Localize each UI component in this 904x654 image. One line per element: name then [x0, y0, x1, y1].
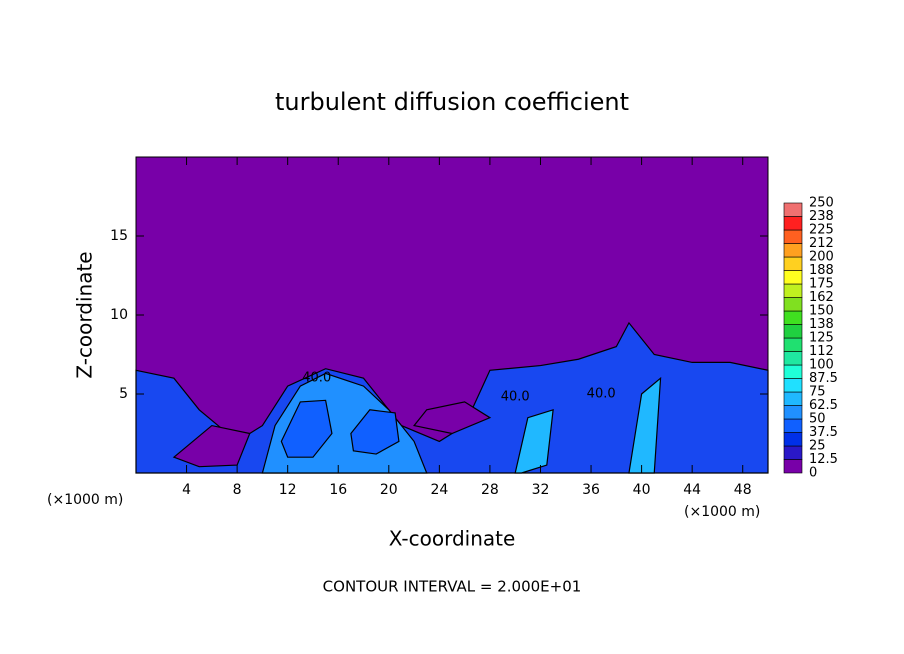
colorbar-swatch: [783, 270, 803, 285]
colorbar-label: 0: [809, 466, 817, 481]
x-tick-label: 40: [633, 482, 651, 498]
colorbar-label: 50: [809, 412, 826, 427]
colorbar-swatch: [783, 391, 803, 406]
y-tick-label: 15: [110, 228, 128, 244]
x-tick-label: 44: [683, 482, 701, 498]
chart-title: turbulent diffusion coefficient: [275, 88, 629, 116]
contour-label: 40.0: [587, 387, 616, 402]
colorbar-label: 162: [809, 290, 834, 305]
colorbar-label: 250: [809, 196, 834, 211]
colorbar-label: 62.5: [809, 398, 838, 413]
y-tick-label: 10: [110, 307, 128, 323]
colorbar-swatch: [783, 378, 803, 393]
x-tick-label: 4: [182, 482, 191, 498]
x-tick-label: 36: [582, 482, 600, 498]
contour-label: 40.0: [501, 390, 530, 405]
colorbar-swatch: [783, 418, 803, 433]
colorbar-label: 37.5: [809, 425, 838, 440]
colorbar-label: 225: [809, 223, 834, 238]
colorbar-label: 25: [809, 439, 826, 454]
y-tick-label: 5: [119, 386, 128, 402]
colorbar-label: 112: [809, 344, 834, 359]
x-tick-label: 12: [279, 482, 297, 498]
field-region: [350, 409, 400, 455]
colorbar-swatch: [783, 459, 803, 474]
colorbar-swatch: [783, 243, 803, 258]
x-unit-right: (×1000 m): [684, 504, 760, 520]
colorbar-swatch: [783, 202, 803, 217]
colorbar-label: 188: [809, 263, 834, 278]
colorbar-label: 200: [809, 250, 834, 265]
colorbar-swatch: [783, 229, 803, 244]
x-tick-label: 8: [233, 482, 242, 498]
x-tick-label: 16: [329, 482, 347, 498]
colorbar-label: 150: [809, 304, 834, 319]
y-axis-label: Z-coordinate: [73, 251, 97, 378]
colorbar-swatch: [783, 297, 803, 312]
colorbar-swatch: [783, 337, 803, 352]
colorbar-label: 87.5: [809, 371, 838, 386]
colorbar-label: 238: [809, 209, 834, 224]
colorbar-label: 175: [809, 277, 834, 292]
x-tick-label: 24: [430, 482, 448, 498]
x-axis-label: X-coordinate: [389, 527, 516, 551]
field-region: [413, 401, 492, 435]
colorbar-label: 212: [809, 236, 834, 251]
colorbar-swatch: [783, 310, 803, 325]
colorbar-swatch: [783, 405, 803, 420]
colorbar-label: 125: [809, 331, 834, 346]
colorbar-swatch: [783, 216, 803, 231]
field-region: [280, 399, 333, 458]
colorbar-swatch: [783, 364, 803, 379]
field-region: [172, 424, 251, 468]
x-tick-label: 48: [734, 482, 752, 498]
x-tick-label: 28: [481, 482, 499, 498]
contour-label: 40.0: [302, 371, 331, 386]
colorbar-label: 100: [809, 358, 834, 373]
colorbar-swatch: [783, 256, 803, 271]
colorbar-swatch: [783, 324, 803, 339]
colorbar-label: 75: [809, 385, 826, 400]
footer: CONTOUR INTERVAL = 2.000E+01: [323, 578, 582, 596]
colorbar-swatch: [783, 351, 803, 366]
colorbar-swatch: [783, 432, 803, 447]
colorbar-swatch: [783, 445, 803, 460]
colorbar-swatch: [783, 283, 803, 298]
x-unit-left: (×1000 m): [47, 492, 123, 508]
colorbar-label: 138: [809, 317, 834, 332]
colorbar-label: 12.5: [809, 452, 838, 467]
x-tick-label: 32: [532, 482, 550, 498]
x-tick-label: 20: [380, 482, 398, 498]
